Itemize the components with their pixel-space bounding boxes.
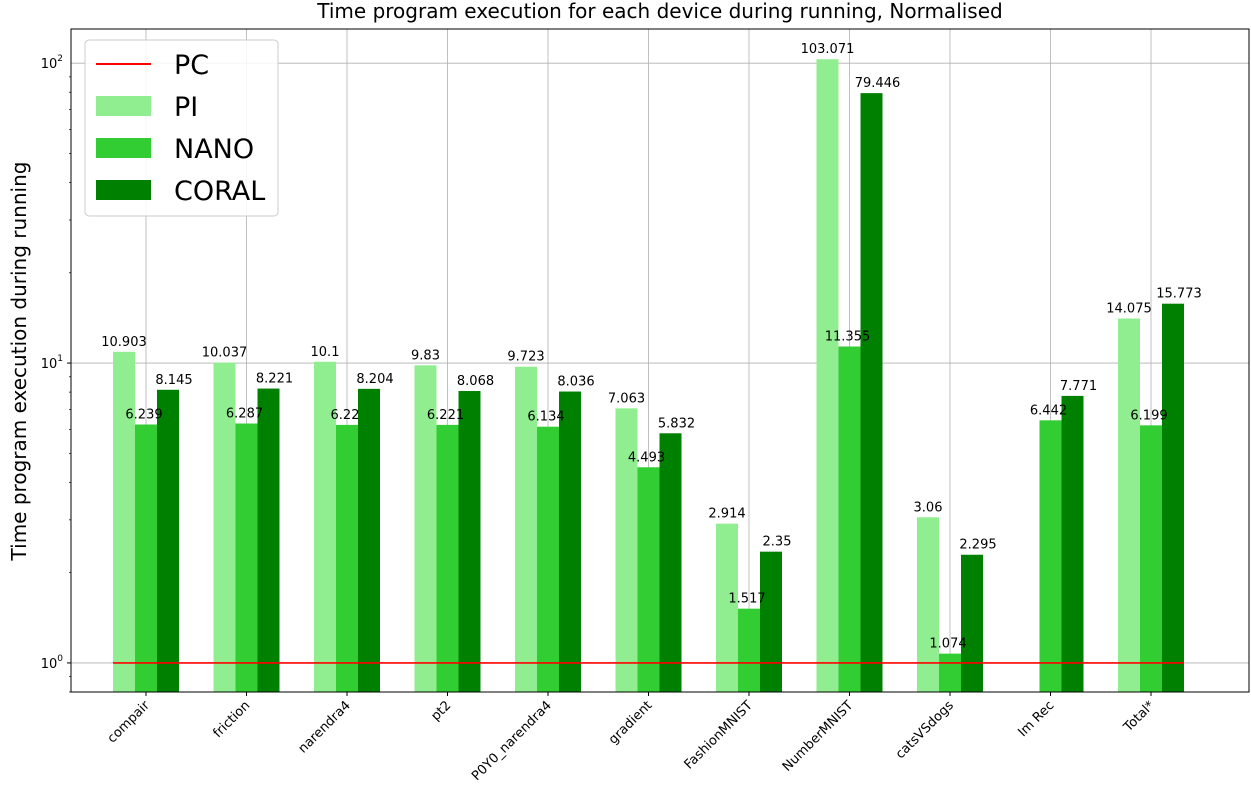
bar-coral — [659, 433, 682, 692]
bars — [113, 59, 1184, 693]
data-label: 10.1 — [311, 345, 340, 360]
bar-pi — [314, 361, 336, 692]
data-label: 3.06 — [914, 500, 943, 515]
y-axis-label: Time program execution during running — [7, 162, 31, 562]
data-label: 6.221 — [427, 408, 464, 423]
data-label: 5.832 — [658, 416, 695, 431]
x-tick-label: pt2 — [428, 698, 454, 724]
x-tick-label: NumberMNIST — [780, 698, 857, 775]
bar-nano — [738, 608, 760, 692]
data-label: 8.204 — [356, 372, 393, 387]
data-label: 6.287 — [226, 406, 263, 421]
data-label: 6.239 — [125, 407, 162, 422]
bar-coral — [157, 389, 179, 692]
bar-pi — [414, 365, 437, 692]
bar-pi — [515, 366, 537, 692]
data-label: 7.063 — [608, 391, 645, 406]
legend: PC PI NANO CORAL — [84, 39, 279, 217]
bar-coral — [961, 554, 983, 692]
bar-nano — [537, 426, 559, 692]
bar-pi — [1118, 318, 1140, 692]
bar-nano — [939, 653, 961, 692]
bar-pi — [213, 362, 236, 692]
bar-nano — [336, 424, 358, 692]
data-label: 11.355 — [825, 330, 871, 345]
x-tick-label: Im Rec — [1015, 698, 1057, 740]
x-tick-label: Total* — [1120, 698, 1158, 736]
legend-box — [84, 39, 279, 217]
plot-frame — [70, 28, 1250, 693]
data-label: 14.075 — [1106, 302, 1152, 317]
bar-pi — [716, 523, 738, 692]
data-label: 79.446 — [855, 76, 901, 91]
x-tick-label: catsVSdogs — [893, 698, 957, 762]
bar-nano — [838, 346, 861, 692]
data-label: 1.517 — [728, 592, 765, 607]
bar-nano — [1140, 425, 1162, 692]
data-label: 103.071 — [801, 42, 855, 57]
data-label: 6.442 — [1030, 403, 1067, 418]
data-label: 8.145 — [155, 373, 192, 388]
y-tick-label: 101 — [41, 354, 63, 372]
data-label: 2.914 — [708, 507, 745, 522]
legend-swatch-pi — [96, 96, 151, 116]
bar-coral — [458, 391, 481, 692]
bar-coral — [257, 388, 280, 692]
bar-nano — [135, 424, 157, 692]
bar-nano — [235, 423, 258, 692]
legend-swatch-nano — [96, 138, 151, 158]
data-label: 9.83 — [411, 348, 440, 363]
legend-label-pc: PC — [174, 50, 209, 81]
chart-title: Time program execution for each device d… — [316, 0, 1002, 23]
x-tick-label: P0Y0_narendra4 — [469, 698, 555, 784]
legend-swatch-coral — [96, 180, 151, 200]
bar-coral — [1162, 303, 1184, 692]
bar-coral — [358, 388, 380, 692]
data-label: 9.723 — [507, 350, 544, 365]
legend-label-nano: NANO — [174, 134, 254, 165]
bar-nano — [436, 424, 459, 692]
bar-coral — [760, 551, 782, 692]
data-label: 6.199 — [1130, 408, 1167, 423]
data-label: 8.068 — [457, 374, 494, 389]
data-label: 7.771 — [1060, 379, 1097, 394]
data-label: 6.134 — [527, 410, 564, 425]
data-label: 15.773 — [1156, 287, 1202, 302]
data-label: 2.295 — [959, 538, 996, 553]
y-tick-label: 100 — [41, 654, 64, 672]
x-tick-label: FashionMNIST — [682, 698, 756, 772]
bar-pi — [917, 517, 939, 692]
bar-nano — [637, 467, 660, 692]
bar-pi — [113, 351, 135, 692]
bar-coral — [1061, 395, 1084, 692]
data-label: 1.074 — [929, 637, 966, 652]
data-label: 10.903 — [101, 335, 147, 350]
data-label: 2.35 — [763, 535, 792, 550]
data-label: 8.036 — [557, 375, 594, 390]
x-tick-label: narendra4 — [296, 698, 354, 756]
x-tick-label: compair — [105, 698, 154, 747]
x-tick-label: gradient — [606, 698, 655, 747]
data-label: 8.221 — [256, 372, 293, 387]
x-tick-label: friction — [210, 698, 253, 741]
bar-pi — [615, 408, 638, 692]
data-label: 4.493 — [628, 450, 665, 465]
legend-label-coral: CORAL — [174, 176, 265, 207]
bar-coral — [559, 391, 581, 692]
bar-pi — [816, 59, 839, 692]
bar-coral — [860, 93, 883, 693]
legend-label-pi: PI — [174, 92, 198, 123]
data-label: 6.22 — [331, 408, 360, 423]
y-ticks: 100 101 102 — [41, 54, 71, 693]
y-tick-label: 102 — [41, 54, 63, 72]
data-label: 10.037 — [202, 346, 248, 361]
bar-nano — [1039, 420, 1062, 692]
